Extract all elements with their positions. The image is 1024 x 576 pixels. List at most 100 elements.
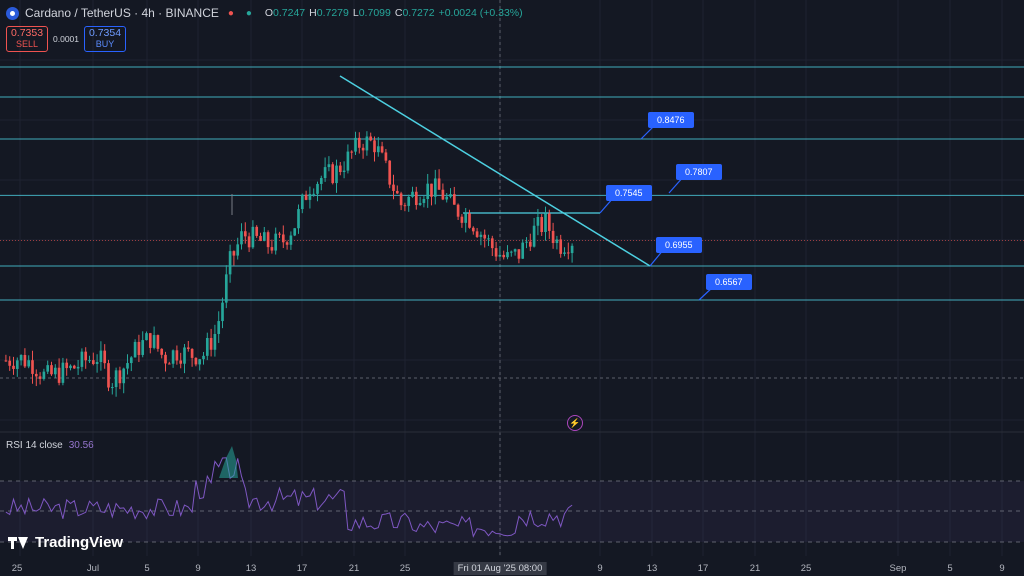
candle-body-83 — [319, 178, 323, 184]
candle-body-20 — [80, 351, 84, 367]
candle-body-22 — [88, 360, 91, 362]
buy-label: BUY — [95, 39, 115, 49]
candle-body-66 — [255, 226, 259, 236]
candle-body-34 — [133, 341, 137, 358]
price-tag-4[interactable]: 0.6567 — [706, 274, 752, 290]
candle-body-63 — [243, 231, 247, 237]
rsi-name: RSI 14 close — [6, 440, 63, 451]
candle-body-108 — [414, 191, 418, 205]
candle-body-141 — [540, 217, 544, 233]
candle-body-109 — [418, 202, 422, 205]
x-tick-label: 13 — [646, 563, 658, 574]
candle-body-7 — [31, 360, 34, 374]
candle-body-25 — [99, 350, 103, 362]
candle-body-11 — [46, 365, 50, 372]
candle-body-116 — [445, 196, 449, 200]
lightning-event-icon[interactable]: ⚡ — [567, 415, 583, 431]
candle-body-81 — [312, 193, 316, 195]
candle-body-147 — [563, 252, 566, 254]
candle-body-21 — [84, 351, 88, 361]
candle-body-12 — [50, 365, 53, 375]
price-tag-1[interactable]: 0.7807 — [676, 164, 722, 180]
candle-body-72 — [278, 233, 281, 235]
sell-button[interactable]: 0.7353 SELL — [6, 26, 48, 52]
candle-body-32 — [126, 363, 129, 369]
candle-body-19 — [76, 366, 80, 369]
x-tick-label: 21 — [749, 563, 761, 574]
support-resistance-levels — [0, 66, 1024, 301]
candle-body-92 — [354, 137, 357, 152]
candle-body-1 — [8, 360, 12, 366]
x-tick-label: 17 — [697, 563, 709, 574]
candle-body-101 — [388, 160, 392, 185]
candle-body-125 — [479, 234, 483, 237]
candle-body-82 — [316, 183, 319, 194]
x-tick-label: 9 — [195, 563, 201, 574]
candle-body-18 — [72, 365, 76, 369]
candle-body-86 — [331, 164, 335, 184]
candle-body-44 — [171, 350, 175, 364]
candle-body-131 — [502, 254, 506, 258]
candle-body-57 — [221, 302, 224, 322]
rsi-overbought-fill — [219, 446, 238, 478]
sell-label: SELL — [15, 39, 39, 49]
candle-body-43 — [167, 363, 171, 365]
candle-body-3 — [15, 360, 19, 369]
candle-body-93 — [357, 137, 361, 148]
candle-body-37 — [145, 333, 148, 341]
candle-body-102 — [392, 184, 395, 191]
rsi-pane — [0, 446, 1024, 543]
candle-body-103 — [395, 190, 399, 194]
x-tick-label: 9 — [999, 563, 1005, 574]
x-tick-label: 5 — [947, 563, 953, 574]
candle-body-67 — [259, 235, 262, 241]
candle-body-14 — [57, 367, 61, 383]
candle-body-71 — [274, 233, 278, 251]
candle-body-132 — [506, 252, 509, 258]
price-tag-3[interactable]: 0.6955 — [656, 237, 702, 253]
candle-body-10 — [42, 371, 46, 379]
x-tick-label: 5 — [144, 563, 150, 574]
candle-body-117 — [449, 194, 452, 197]
candle-body-139 — [532, 225, 536, 247]
candle-body-137 — [525, 241, 528, 243]
candle-body-79 — [304, 194, 308, 200]
candlestick-series — [4, 131, 574, 397]
candle-body-8 — [34, 373, 38, 377]
candle-body-39 — [152, 335, 156, 348]
logo-text: TradingView — [35, 534, 124, 551]
tradingview-logo[interactable]: TradingView — [8, 534, 123, 551]
candle-body-100 — [384, 152, 388, 161]
candle-body-84 — [323, 167, 327, 179]
candle-body-28 — [110, 387, 114, 389]
rsi-legend[interactable]: RSI 14 close 30.56 — [6, 440, 94, 451]
ohlc-open: O0.7247 — [264, 7, 306, 19]
candle-body-124 — [475, 231, 479, 237]
candle-body-77 — [297, 209, 300, 229]
trade-panel: 0.7353 SELL 0.0001 0.7354 BUY — [6, 26, 126, 52]
market-status-icon[interactable]: ● — [245, 7, 252, 19]
rsi-line — [5, 457, 573, 538]
candle-body-48 — [186, 347, 190, 349]
candle-body-51 — [198, 359, 202, 365]
tradingview-logo-icon — [8, 536, 30, 549]
candle-body-27 — [107, 363, 110, 388]
price-tag-0[interactable]: 0.8476 — [648, 112, 694, 128]
candle-body-123 — [471, 227, 475, 232]
buy-button[interactable]: 0.7354 BUY — [84, 26, 126, 52]
symbol-title[interactable]: Cardano / TetherUS · 4h · BINANCE — [25, 6, 219, 20]
descending-trendline — [339, 75, 651, 267]
candle-body-29 — [114, 370, 118, 388]
candle-body-112 — [430, 183, 433, 197]
price-tag-2[interactable]: 0.7545 — [606, 185, 652, 201]
candle-body-87 — [335, 165, 338, 184]
candle-body-53 — [205, 338, 209, 356]
candle-body-88 — [338, 165, 342, 173]
close-circle-icon[interactable]: ● — [227, 7, 234, 19]
candle-body-149 — [570, 245, 574, 254]
candle-body-6 — [27, 360, 31, 367]
x-tick-label: 17 — [296, 563, 308, 574]
candle-body-45 — [175, 350, 179, 361]
candle-body-4 — [19, 355, 23, 361]
